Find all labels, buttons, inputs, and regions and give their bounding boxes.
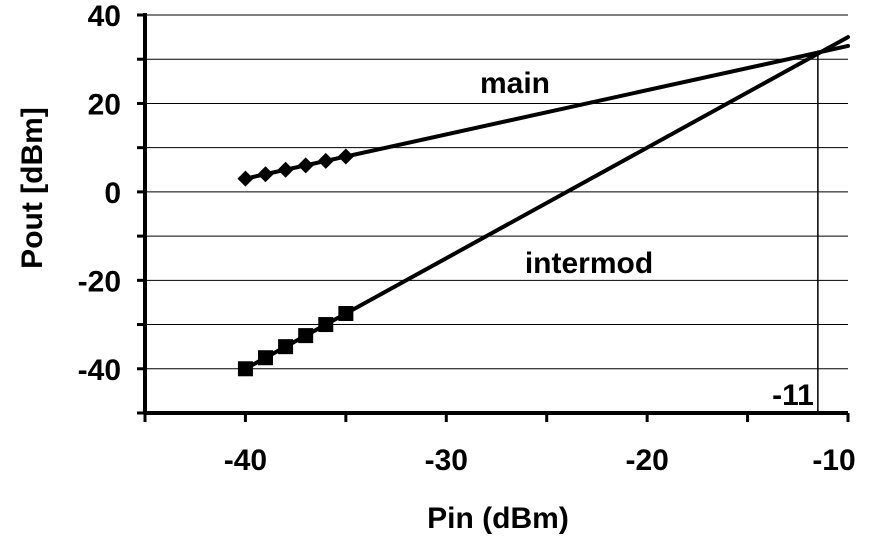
x-tick-label: -20 [625, 444, 668, 477]
series-line-main [243, 43, 850, 181]
data-point-main [337, 148, 354, 165]
grid [145, 14, 848, 370]
series-label-intermod: intermod [525, 247, 653, 280]
data-point-intermod [318, 317, 334, 333]
data-point-intermod [258, 350, 274, 366]
axes [143, 13, 848, 415]
data-point-intermod [338, 306, 354, 321]
x-axis-title: Pin (dBm) [427, 502, 569, 535]
data-point-main [277, 161, 294, 178]
y-tick-label: 20 [88, 88, 121, 121]
intercept-label: -11 [772, 379, 814, 412]
y-tick-label: 0 [104, 177, 121, 210]
data-point-intermod [237, 361, 253, 377]
data-point-main [297, 157, 314, 174]
data-point-main [257, 166, 274, 183]
data-point-intermod [298, 328, 314, 344]
y-tick-label: -40 [78, 354, 121, 387]
y-tick-label: -20 [78, 265, 121, 298]
x-tick-label: -40 [224, 444, 267, 477]
data-point-main [237, 170, 254, 187]
series-label-main: main [480, 67, 550, 100]
data-point-intermod [278, 339, 294, 355]
series [237, 35, 850, 377]
y-axis-title: Pout [dBm] [16, 107, 49, 269]
x-tick-label: -10 [812, 444, 855, 477]
labels: main intermod -11 [480, 50, 819, 413]
data-point-main [317, 152, 334, 169]
ticks: -40 -20 0 20 40 -40 -30 -20 -10 [78, 0, 856, 477]
y-tick-label: 40 [88, 0, 121, 33]
x-tick-label: -30 [425, 444, 468, 477]
